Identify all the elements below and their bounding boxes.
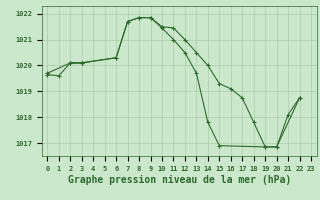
X-axis label: Graphe pression niveau de la mer (hPa): Graphe pression niveau de la mer (hPa)	[68, 174, 291, 185]
